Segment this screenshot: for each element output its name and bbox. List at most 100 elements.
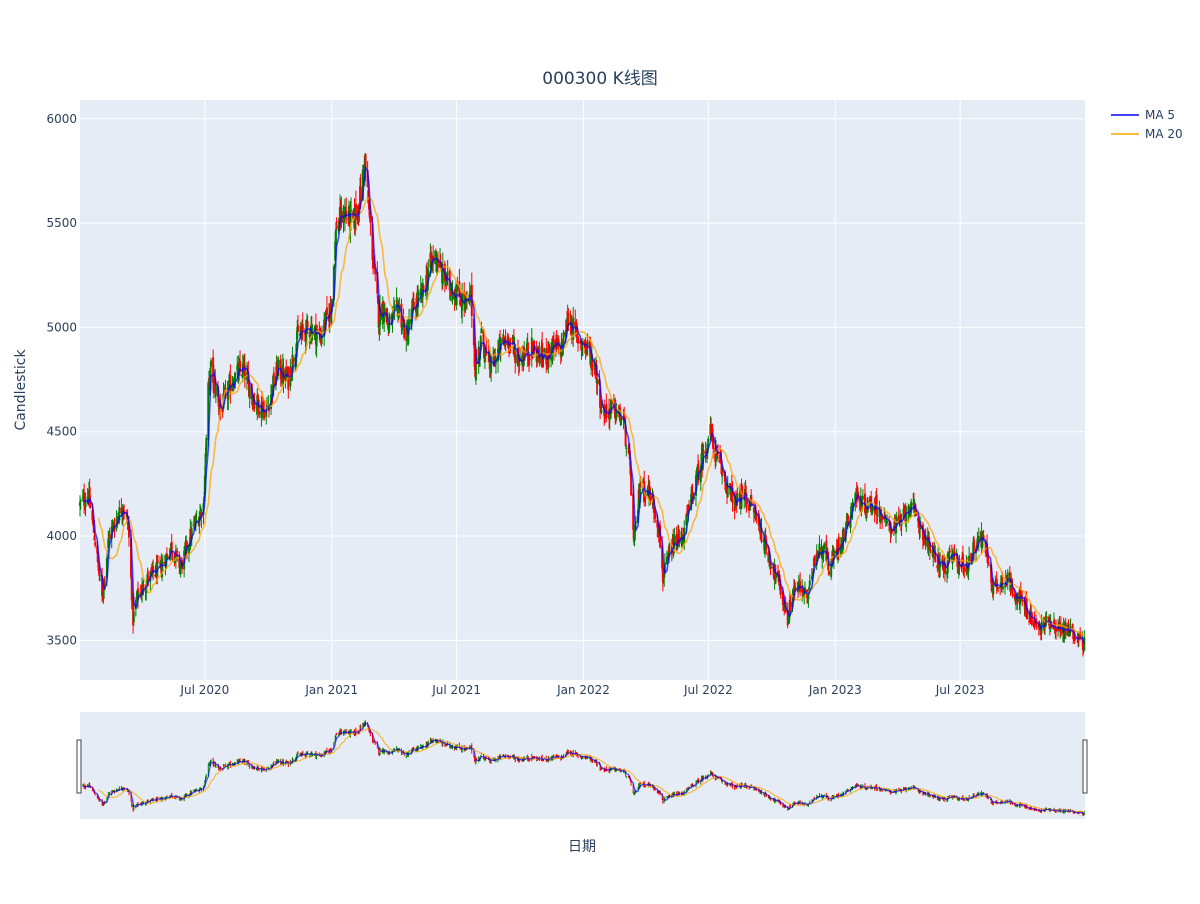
candle-body xyxy=(551,339,554,355)
candle-body xyxy=(1045,616,1048,622)
candle-body xyxy=(195,519,198,521)
candle-body xyxy=(643,494,646,499)
candle-body xyxy=(210,360,213,368)
candle-body xyxy=(308,331,311,337)
candle-body xyxy=(807,595,810,600)
candle-body xyxy=(890,529,893,534)
candle-body xyxy=(632,493,635,530)
range-slider-right-handle[interactable] xyxy=(1082,739,1088,794)
candle-body xyxy=(690,491,693,493)
candle-body xyxy=(1037,623,1040,629)
candle-body xyxy=(145,586,148,594)
candle-body xyxy=(340,207,343,224)
candle-body xyxy=(648,486,651,494)
candle-body xyxy=(999,586,1002,588)
candle-body xyxy=(1001,575,1004,587)
candle-body xyxy=(102,591,105,596)
candle-body xyxy=(441,265,444,285)
candle-body xyxy=(528,356,531,362)
candle-body xyxy=(111,524,114,530)
candle-body xyxy=(514,351,517,363)
candle-body xyxy=(169,548,172,554)
candle-body xyxy=(262,406,265,409)
candle-body xyxy=(811,571,814,576)
candle-body xyxy=(88,487,91,505)
candle-body xyxy=(361,169,364,201)
candle-body xyxy=(620,417,623,420)
candle-body xyxy=(567,313,570,326)
candle-body xyxy=(981,543,984,548)
candle-body xyxy=(243,365,246,380)
candle-body xyxy=(656,519,659,528)
candle-body xyxy=(301,324,304,331)
candle-body xyxy=(1030,612,1033,626)
candle-body xyxy=(332,266,335,300)
candle-body xyxy=(267,406,270,411)
candle-body xyxy=(1068,631,1071,637)
candle-body xyxy=(865,509,868,513)
candle-body xyxy=(1063,624,1066,640)
candle-body xyxy=(905,514,908,522)
candle-body xyxy=(928,536,931,541)
candle-body xyxy=(105,558,108,579)
candle-body xyxy=(745,497,748,503)
candle-body xyxy=(545,348,548,365)
candle-body xyxy=(187,544,190,554)
candle-body xyxy=(730,487,733,493)
candle-body xyxy=(455,291,458,306)
candle-body xyxy=(92,520,95,533)
candle-body xyxy=(482,329,485,347)
candle-body xyxy=(770,566,773,569)
candle-body xyxy=(396,301,399,305)
y-tick-label: 6000 xyxy=(46,112,77,126)
candle-body xyxy=(673,535,676,545)
candle-body xyxy=(963,567,966,572)
candle-body xyxy=(393,303,396,308)
candle-body xyxy=(292,358,295,365)
candle-body xyxy=(499,337,502,350)
candle-body xyxy=(96,552,99,563)
candle-body xyxy=(359,187,362,199)
candle-body xyxy=(897,515,900,521)
candle-body xyxy=(634,521,637,523)
candle-body xyxy=(435,260,438,266)
candle-body xyxy=(871,508,874,512)
candle-body xyxy=(166,555,169,558)
candle-body xyxy=(473,343,476,367)
candle-body xyxy=(214,385,217,396)
candle-body xyxy=(509,341,512,344)
candle-body xyxy=(699,465,702,483)
candle-body xyxy=(337,221,340,232)
candle-body xyxy=(995,578,998,588)
candle-body xyxy=(480,328,483,334)
candle-body xyxy=(251,398,254,402)
candle-body xyxy=(170,541,173,554)
candle-body xyxy=(665,556,668,565)
range-slider-background[interactable] xyxy=(80,712,1085,819)
candle-body xyxy=(562,332,565,348)
candle-body xyxy=(688,505,691,510)
candle-body xyxy=(794,587,797,590)
candle-body xyxy=(610,399,613,405)
candle-body xyxy=(1055,627,1058,632)
candle-body xyxy=(368,199,371,210)
y-tick-label: 4000 xyxy=(46,529,77,543)
candle-body xyxy=(127,524,130,526)
candle-body xyxy=(101,575,104,597)
candle-body xyxy=(277,359,280,367)
candle-body xyxy=(932,548,935,559)
range-slider-left-handle[interactable] xyxy=(76,739,82,794)
candle-body xyxy=(591,358,594,371)
candle-body xyxy=(724,482,727,486)
candle-body xyxy=(376,271,379,294)
candle-body xyxy=(552,339,555,350)
candle-body xyxy=(1003,585,1006,588)
candle-body xyxy=(997,587,1000,589)
candle-body xyxy=(719,455,722,463)
candle-body xyxy=(815,553,818,566)
candle-body xyxy=(810,576,813,579)
candle-body xyxy=(909,512,912,514)
candle-body xyxy=(1013,594,1016,599)
candle-body xyxy=(1058,621,1061,632)
candle-body xyxy=(329,304,332,310)
